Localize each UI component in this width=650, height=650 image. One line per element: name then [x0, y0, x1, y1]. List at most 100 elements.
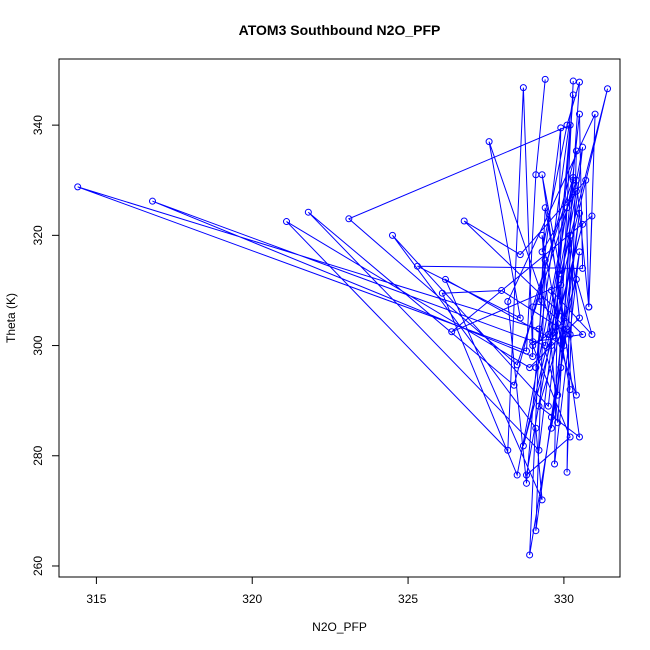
data-point — [560, 342, 568, 350]
data-point — [563, 121, 571, 129]
y-axis-label: Theta (K) — [4, 293, 18, 343]
data-point — [516, 314, 524, 322]
data-point — [532, 424, 540, 432]
data-point — [557, 270, 565, 278]
data-point — [516, 251, 524, 259]
data-point — [441, 275, 449, 283]
data-point — [519, 442, 527, 450]
data-point — [579, 264, 587, 272]
data-point — [547, 342, 555, 350]
data-point — [529, 303, 537, 311]
x-tick-label: 330 — [554, 592, 574, 606]
data-point — [572, 391, 580, 399]
y-tick-label: 260 — [31, 556, 45, 576]
data-point — [569, 91, 577, 99]
data-point — [535, 402, 543, 410]
data-point — [504, 297, 512, 305]
data-point — [519, 84, 527, 92]
data-point — [535, 325, 543, 333]
data-point — [485, 138, 493, 146]
data-point — [575, 433, 583, 441]
data-point — [448, 328, 456, 336]
data-point — [575, 78, 583, 86]
data-point — [498, 286, 506, 294]
data-point — [538, 171, 546, 179]
data-point — [529, 338, 537, 346]
data-point — [538, 231, 546, 239]
data-point — [541, 204, 549, 212]
x-tick-label: 320 — [242, 592, 262, 606]
data-point — [529, 342, 537, 350]
data-layer — [74, 75, 612, 559]
data-point — [566, 121, 574, 129]
x-tick-label: 325 — [398, 592, 418, 606]
x-tick-label: 315 — [86, 592, 106, 606]
data-point — [551, 460, 559, 468]
data-point — [604, 85, 612, 93]
data-point — [460, 217, 468, 225]
data-point — [572, 275, 580, 283]
data-point — [563, 468, 571, 476]
data-point — [554, 419, 562, 427]
data-point — [388, 231, 396, 239]
data-point — [560, 314, 568, 322]
data-point — [566, 386, 574, 394]
data-point — [304, 208, 312, 216]
y-tick-label: 280 — [31, 445, 45, 465]
data-point — [547, 413, 555, 421]
data-point — [510, 381, 518, 389]
data-point — [523, 471, 530, 479]
data-point — [538, 496, 546, 504]
data-point — [544, 331, 552, 339]
data-point — [554, 391, 562, 399]
data-point — [575, 110, 583, 118]
data-point — [591, 110, 599, 118]
data-point — [557, 281, 565, 289]
data-point — [579, 331, 587, 339]
data-point — [513, 361, 521, 369]
data-point — [149, 197, 156, 205]
data-point — [547, 286, 555, 294]
data-point — [575, 314, 583, 322]
data-point — [538, 248, 546, 256]
data-point — [413, 262, 421, 270]
data-point — [541, 256, 549, 264]
data-point — [535, 297, 543, 305]
data-point — [572, 147, 580, 155]
data-point — [557, 364, 565, 372]
data-point — [588, 212, 596, 220]
data-point — [575, 248, 583, 256]
data-point — [526, 551, 534, 559]
y-tick-label: 300 — [31, 335, 45, 355]
y-axis: 260 280 300 320 340 — [31, 115, 59, 576]
data-point — [579, 143, 587, 151]
data-point — [566, 331, 574, 339]
data-point — [544, 402, 552, 410]
data-point — [572, 187, 580, 195]
data-point — [283, 218, 291, 226]
data-point — [579, 220, 587, 228]
data-point — [535, 446, 543, 454]
data-point — [513, 471, 521, 479]
y-tick-label: 340 — [31, 115, 45, 135]
data-point — [74, 183, 82, 191]
data-point — [585, 303, 593, 311]
x-axis-label: N2O_PFP — [312, 620, 367, 634]
data-point — [504, 446, 512, 454]
x-axis: 315 320 325 330 — [86, 577, 574, 606]
data-point — [569, 176, 577, 184]
data-point — [547, 424, 555, 432]
y-tick-label: 320 — [31, 225, 45, 245]
data-point — [541, 75, 549, 83]
data-point — [345, 215, 353, 223]
data-point — [566, 231, 574, 239]
data-point — [529, 353, 537, 361]
data-point — [551, 329, 559, 337]
data-point — [532, 527, 540, 535]
data-point — [438, 289, 446, 297]
data-point — [569, 173, 577, 181]
data-point — [532, 364, 540, 372]
data-point — [566, 433, 574, 441]
plot-frame — [58, 58, 621, 578]
